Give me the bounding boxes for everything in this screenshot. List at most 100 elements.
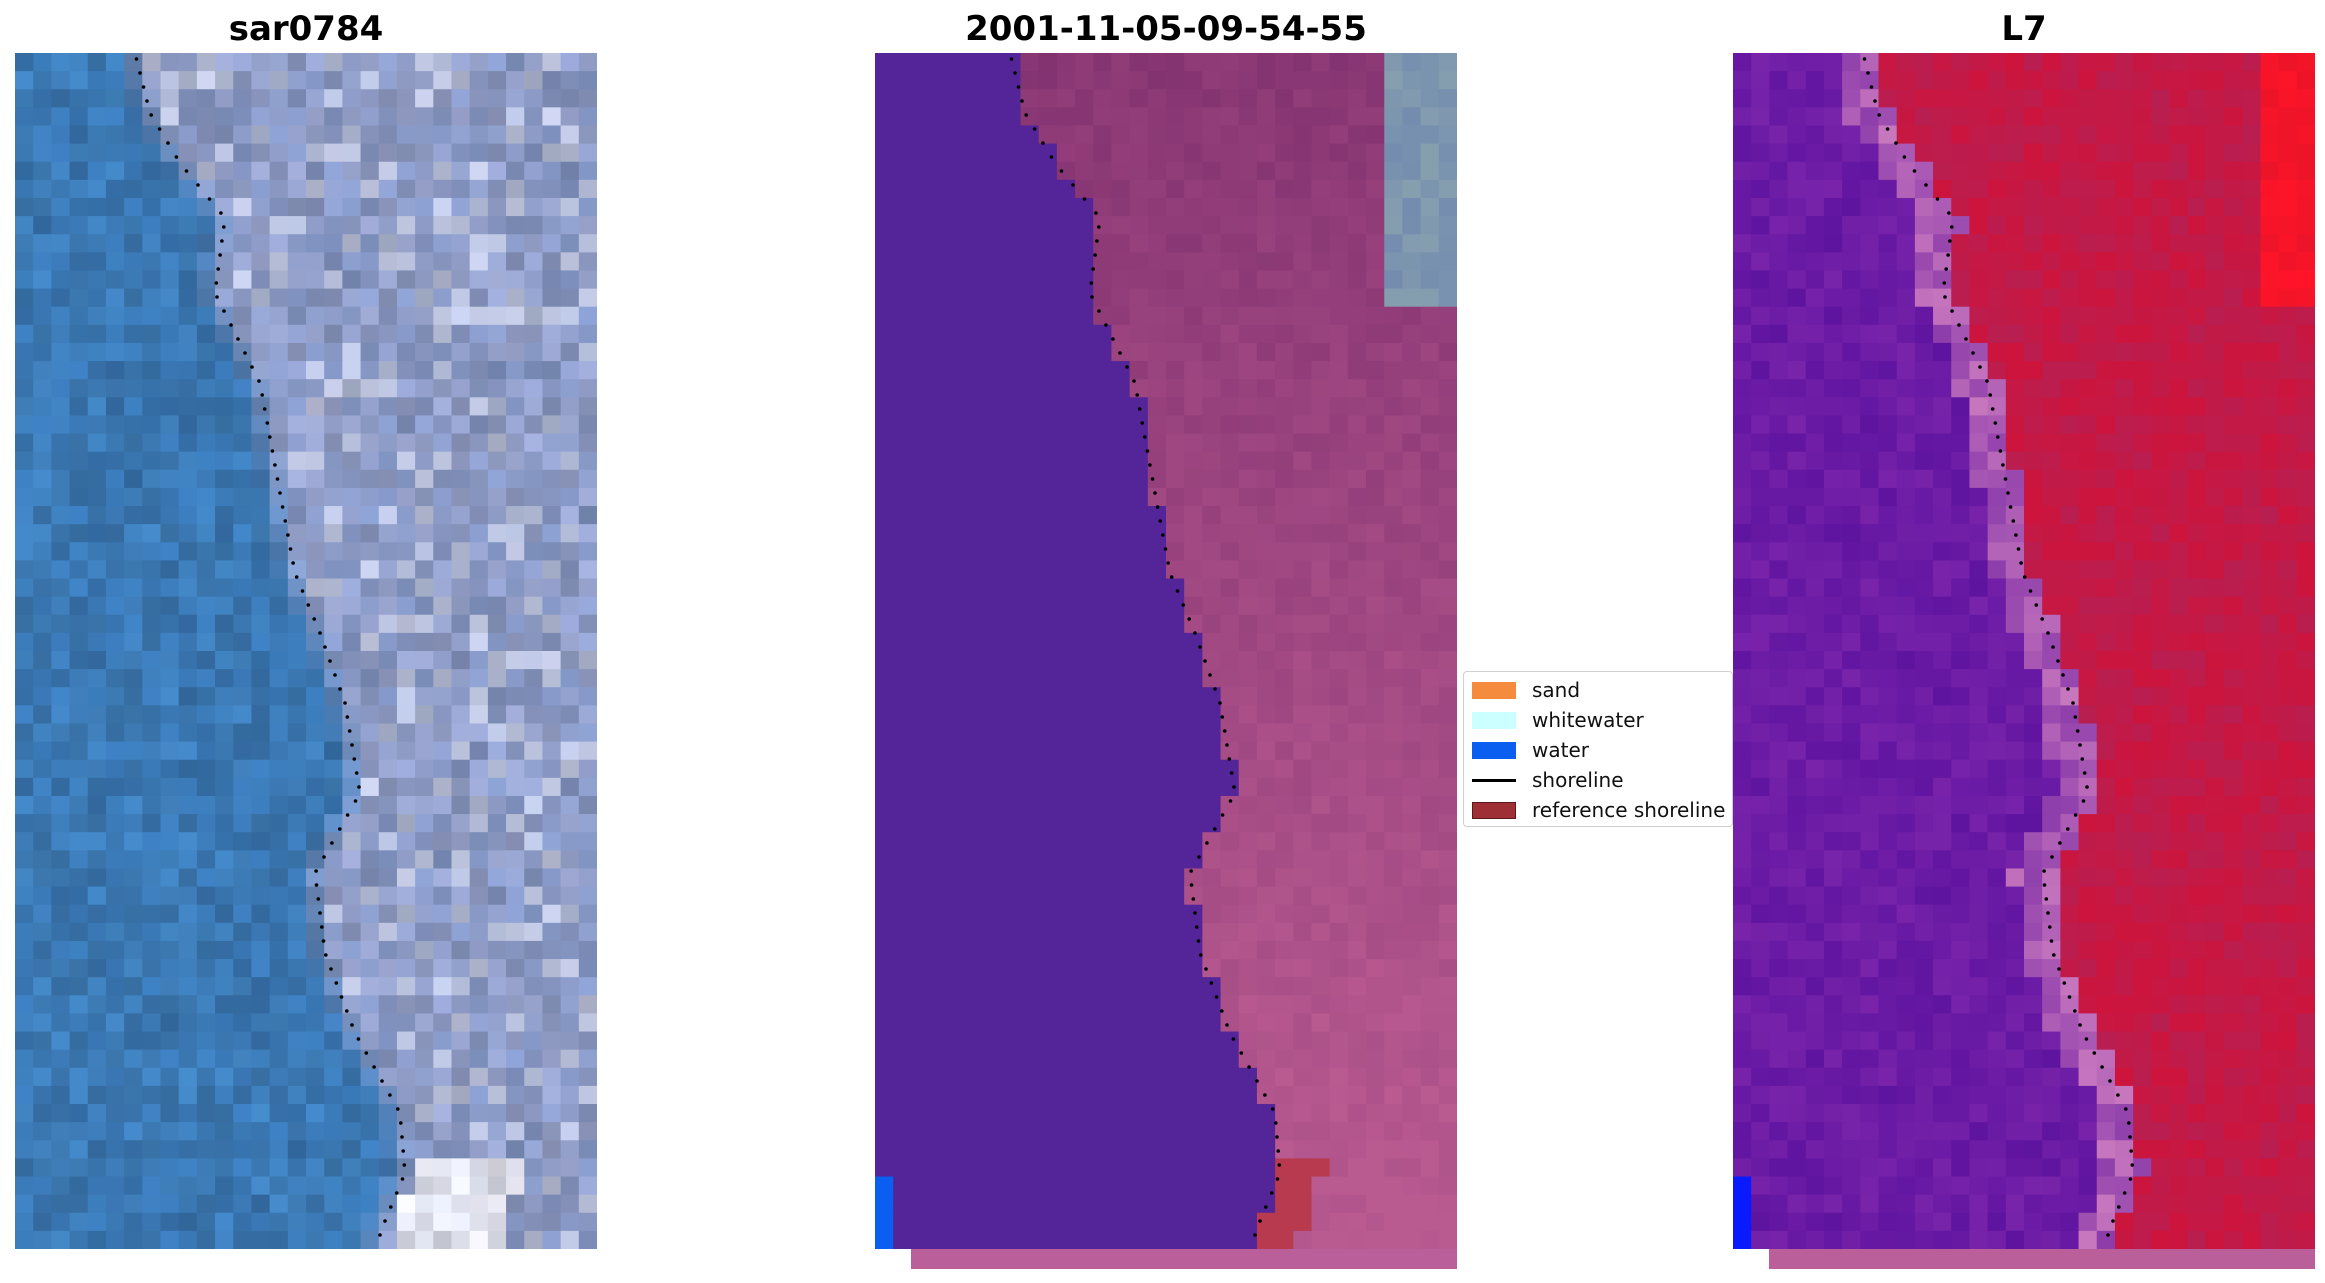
rgb-pixel	[33, 596, 52, 616]
classified-pixel	[984, 107, 1003, 127]
index-pixel	[1987, 161, 2007, 181]
classified-pixel	[1275, 415, 1294, 435]
rgb-pixel	[269, 1085, 289, 1105]
rgb-pixel	[251, 161, 271, 181]
index-pixel	[2278, 107, 2298, 127]
rgb-pixel	[87, 143, 107, 163]
classified-pixel	[1347, 940, 1367, 960]
rgb-shoreline-dot	[283, 519, 288, 523]
classified-pixel	[1129, 1031, 1149, 1051]
classified-pixel	[911, 995, 931, 1015]
classified-pixel	[1420, 324, 1440, 344]
classified-pixel	[1347, 1158, 1367, 1178]
classified-pixel	[1438, 759, 1457, 779]
rgb-pixel	[69, 723, 89, 743]
index-pixel	[2169, 306, 2189, 326]
index-pixel	[1878, 143, 1898, 163]
classified-pixel	[929, 596, 949, 616]
rgb-pixel	[178, 904, 198, 924]
classified-pixel	[1256, 795, 1276, 815]
index-pixel	[1896, 107, 1916, 127]
rgb-pixel	[396, 487, 416, 507]
rgb-pixel	[469, 234, 489, 253]
classified-pixel	[1420, 977, 1440, 996]
classified-pixel	[1147, 1140, 1167, 1159]
rgb-pixel	[124, 71, 143, 90]
rgb-pixel	[124, 1158, 143, 1178]
classified-pixel	[1275, 1158, 1294, 1178]
rgb-pixel	[142, 179, 162, 199]
index-pixel	[1969, 143, 1989, 163]
classified-pixel	[984, 451, 1003, 471]
rgb-pixel	[469, 795, 489, 815]
index-pixel	[2260, 270, 2280, 290]
index-pixel	[1769, 252, 1789, 272]
index-pixel	[2060, 107, 2080, 127]
rgb-pixel	[342, 361, 362, 380]
rgb-pixel	[415, 342, 434, 362]
rgb-pixel	[560, 1013, 580, 1033]
classified-pixel	[1111, 451, 1131, 471]
rgb-pixel	[15, 651, 34, 670]
rgb-pixel	[105, 940, 125, 960]
classified-pixel	[1166, 1194, 1185, 1214]
index-pixel	[1751, 306, 1770, 326]
classified-pixel	[1420, 922, 1440, 942]
rgb-pixel	[15, 705, 34, 725]
index-pixel	[2169, 161, 2189, 181]
classified-pixel	[911, 89, 931, 108]
rgb-pixel	[142, 705, 162, 725]
rgb-pixel	[160, 868, 180, 888]
classified-pixel	[929, 741, 949, 761]
rgb-pixel	[360, 596, 380, 616]
index-pixel	[2224, 361, 2243, 380]
classified-pixel	[1202, 795, 1222, 815]
rgb-shoreline-dot	[356, 1037, 361, 1041]
classified-shoreline-dot	[1169, 575, 1174, 579]
classified-pixel	[1347, 904, 1367, 924]
rgb-pixel	[415, 89, 434, 108]
index-pixel	[1914, 306, 1934, 326]
classified-pixel	[965, 1104, 985, 1123]
classified-pixel	[965, 723, 985, 743]
classified-pixel	[1275, 487, 1294, 507]
rgb-pixel	[215, 850, 234, 870]
classified-pixel	[1329, 1085, 1349, 1105]
rgb-pixel	[178, 542, 198, 561]
classified-pixel	[1220, 687, 1240, 706]
rgb-pixel	[160, 1158, 180, 1178]
index-pixel	[1787, 234, 1807, 253]
rgb-pixel	[433, 705, 453, 725]
index-pixel	[1842, 306, 1861, 326]
classified-pixel	[1366, 723, 1385, 743]
rgb-pixel	[360, 814, 380, 833]
rgb-pixel	[142, 614, 162, 634]
rgb-pixel	[524, 1031, 544, 1051]
classified-pixel	[1202, 1140, 1222, 1159]
classified-pixel	[911, 306, 931, 326]
rgb-pixel	[196, 143, 216, 163]
classified-pixel	[1329, 379, 1349, 398]
index-pixel	[1842, 179, 1861, 199]
classified-pixel	[1129, 560, 1149, 580]
index-pixel	[1969, 197, 1989, 217]
rgb-pixel	[178, 1176, 198, 1196]
classified-pixel	[1311, 886, 1331, 906]
classified-pixel	[1166, 705, 1185, 725]
classified-pixel	[1184, 1122, 1203, 1141]
rgb-pixel	[69, 252, 89, 272]
rgb-pixel	[196, 1230, 216, 1249]
rgb-pixel	[560, 107, 580, 127]
index-pixel	[1896, 197, 1916, 217]
rgb-pixel	[578, 270, 597, 290]
classified-pixel	[1020, 687, 1040, 706]
classified-pixel	[1438, 1122, 1457, 1141]
rgb-pixel	[324, 832, 343, 851]
rgb-pixel	[215, 415, 234, 435]
rgb-pixel	[105, 53, 125, 72]
classified-pixel	[1002, 795, 1022, 815]
rgb-pixel	[269, 197, 289, 217]
rgb-pixel	[196, 1176, 216, 1196]
classified-pixel	[929, 1013, 949, 1033]
classified-pixel	[965, 596, 985, 616]
